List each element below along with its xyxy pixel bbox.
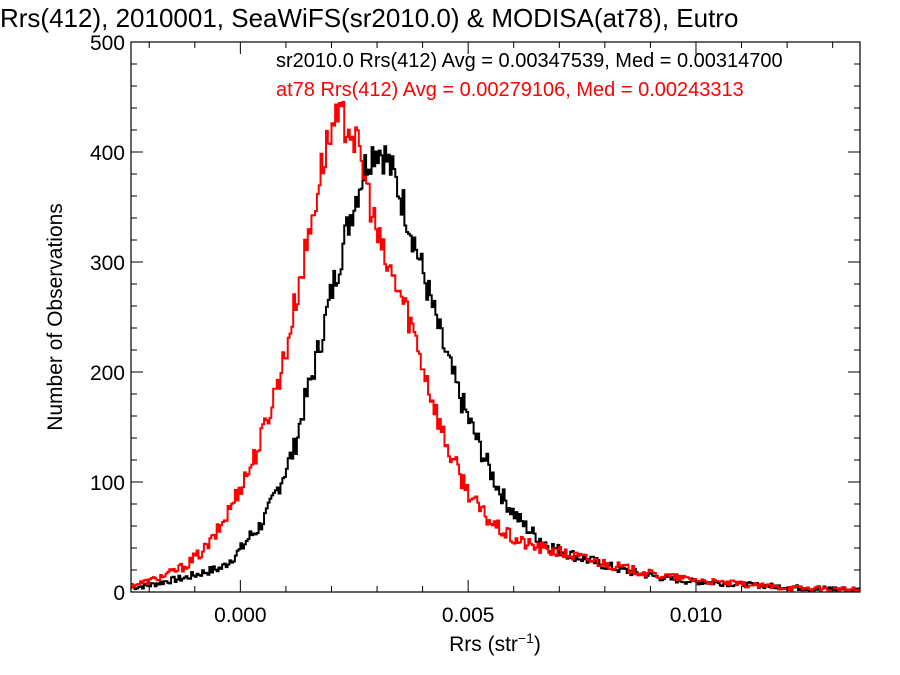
x-tick-label: 0.010	[670, 604, 723, 627]
y-tick-label: 400	[90, 142, 125, 165]
tick-layer: 0 100 200 300 400 500 0.000 0.005 0.010	[90, 32, 860, 627]
y-tick-label: 500	[90, 32, 125, 55]
plot-frame	[130, 41, 861, 593]
annotation-line-1: sr2010.0 Rrs(412) Avg = 0.00347539, Med …	[276, 50, 783, 72]
y-tick-label: 100	[90, 472, 125, 495]
x-axis-title-end: )	[534, 633, 541, 656]
histogram-series-2	[131, 100, 860, 592]
y-tick-label: 200	[90, 362, 125, 385]
y-axis-title: Number of Observations	[44, 203, 67, 431]
chart-title: Rrs(412), 2010001, SeaWiFS(sr2010.0) & M…	[0, 3, 738, 33]
y-tick-label: 0	[113, 582, 125, 605]
x-axis-title-main: Rrs (str	[449, 633, 518, 656]
series-layer	[131, 100, 860, 592]
y-tick-label: 300	[90, 252, 125, 275]
x-axis-title-superscript: −1	[518, 630, 534, 646]
x-axis-title: Rrs (str−1)	[449, 630, 541, 656]
x-tick-label: 0.000	[214, 604, 267, 627]
annotation-line-2: at78 Rrs(412) Avg = 0.00279106, Med = 0.…	[276, 79, 744, 101]
x-tick-label: 0.005	[442, 604, 495, 627]
